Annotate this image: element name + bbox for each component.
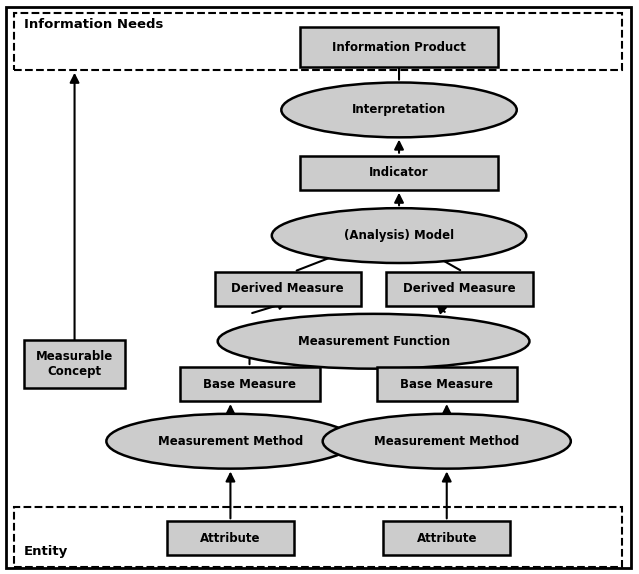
Text: Indicator: Indicator (369, 166, 429, 179)
Bar (387, 272, 533, 306)
Text: Measurement Method: Measurement Method (374, 435, 520, 448)
Text: Base Measure: Base Measure (400, 378, 493, 391)
Text: Information Product: Information Product (332, 41, 466, 53)
Text: Measurable
Concept: Measurable Concept (36, 350, 113, 378)
Text: Attribute: Attribute (200, 532, 261, 545)
Bar (24, 340, 125, 389)
Ellipse shape (281, 83, 517, 137)
Text: Measurement Method: Measurement Method (158, 435, 303, 448)
Bar (377, 367, 517, 401)
Text: Base Measure: Base Measure (203, 378, 296, 391)
Text: Derived Measure: Derived Measure (231, 282, 344, 295)
Bar (180, 367, 320, 401)
Bar (383, 521, 511, 556)
Ellipse shape (218, 314, 530, 369)
Ellipse shape (323, 414, 571, 468)
Bar (300, 156, 498, 190)
Ellipse shape (272, 208, 527, 263)
Text: (Analysis) Model: (Analysis) Model (344, 229, 454, 242)
Text: Measurement Function: Measurement Function (298, 335, 450, 348)
Text: Information Needs: Information Needs (24, 18, 163, 31)
Text: Entity: Entity (24, 545, 68, 558)
Text: Interpretation: Interpretation (352, 103, 446, 117)
Bar (14, 13, 622, 70)
Text: Attribute: Attribute (417, 532, 477, 545)
Bar (300, 27, 498, 67)
Ellipse shape (106, 414, 355, 468)
Bar (167, 521, 294, 556)
Bar (14, 507, 622, 567)
Text: Derived Measure: Derived Measure (403, 282, 516, 295)
Bar (215, 272, 361, 306)
